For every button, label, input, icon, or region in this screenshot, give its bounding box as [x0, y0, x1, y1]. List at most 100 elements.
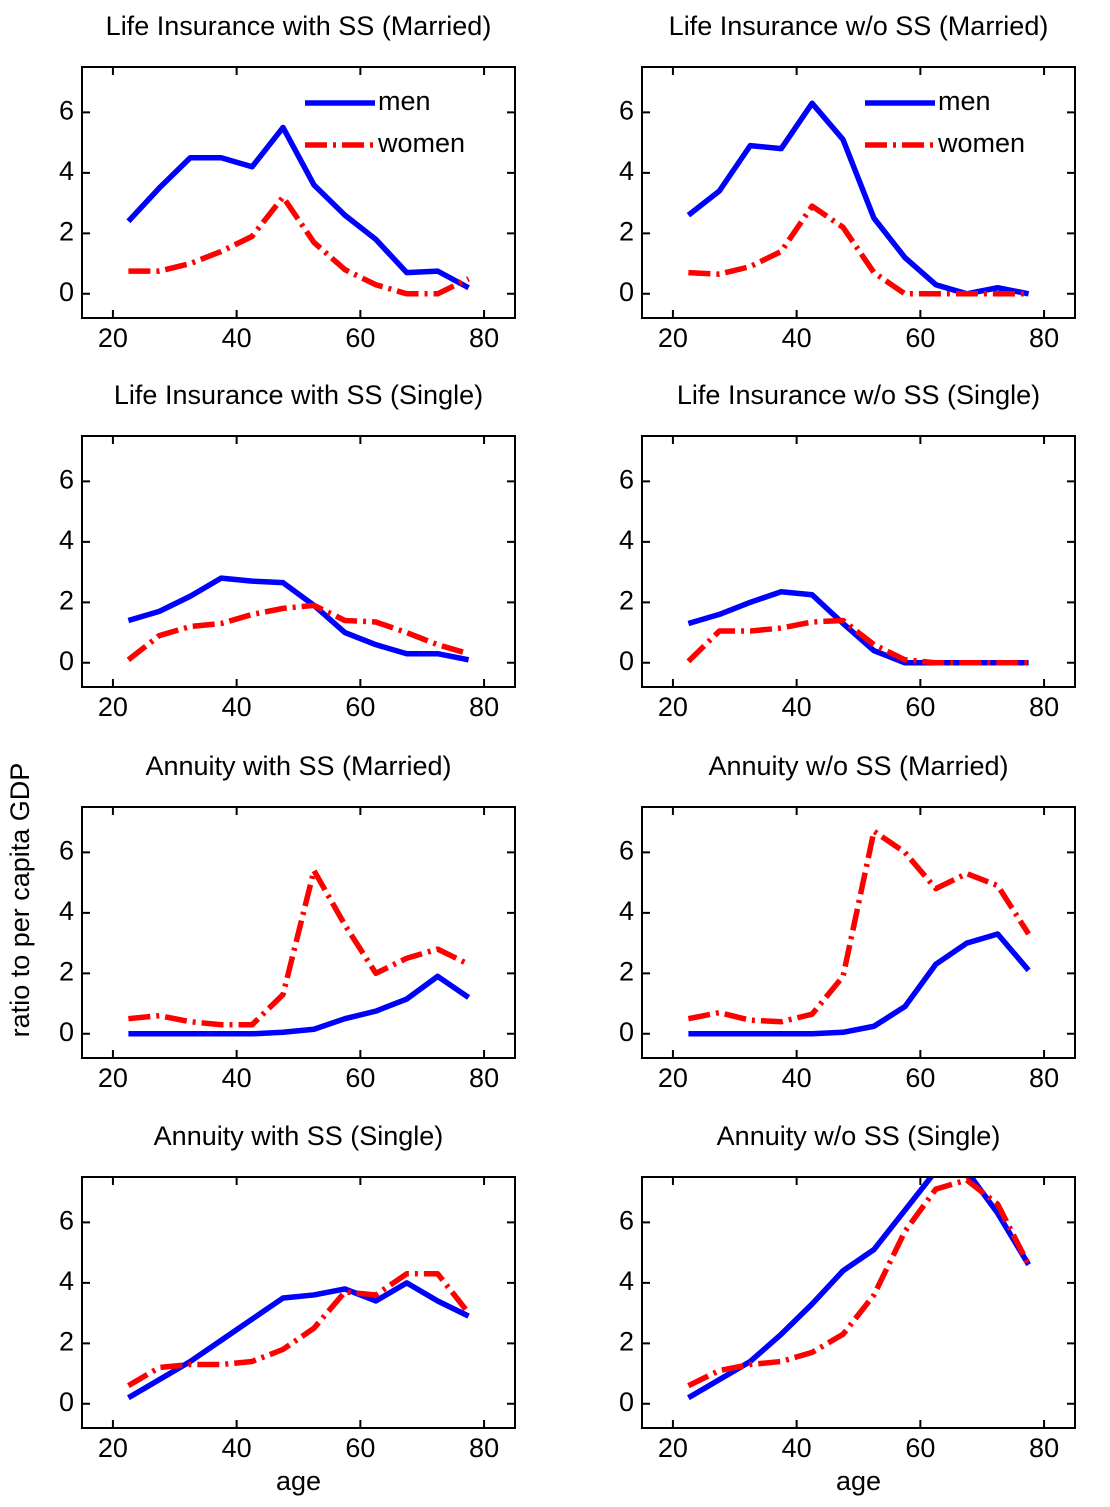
- data-line: [127, 1280, 470, 1401]
- x-tick-label: 60: [905, 692, 935, 722]
- data-line: [126, 602, 470, 662]
- x-tick-label: 40: [782, 692, 812, 722]
- y-tick-label: 6: [59, 95, 74, 125]
- y-tick-label: 6: [619, 1205, 634, 1235]
- x-tick-label: 40: [222, 1433, 252, 1463]
- x-tick-label: 60: [345, 692, 375, 722]
- data-line: [687, 1177, 1031, 1401]
- y-tick-label: 6: [59, 1205, 74, 1235]
- plot-area: [686, 588, 1029, 666]
- chart-title: Life Insurance w/o SS (Single): [677, 380, 1040, 410]
- x-tick-label: 20: [658, 1433, 688, 1463]
- y-tick-label: 2: [619, 585, 634, 615]
- y-tick-label: 6: [59, 464, 74, 494]
- y-tick-label: 4: [59, 1266, 74, 1296]
- plot-area: [128, 867, 471, 1037]
- legend-label: men: [378, 86, 431, 116]
- axes-box: [81, 435, 516, 688]
- x-tick-label: 80: [1029, 692, 1059, 722]
- chart-title: Annuity with SS (Single): [154, 1121, 444, 1151]
- data-line: [687, 1177, 1032, 1389]
- x-axis-label: age: [836, 1466, 881, 1496]
- y-tick-label: 0: [619, 1017, 634, 1047]
- y-tick-label: 0: [619, 277, 634, 307]
- axes-box: [81, 66, 516, 319]
- x-tick-label: 60: [345, 1063, 375, 1093]
- y-tick-label: 2: [619, 956, 634, 986]
- x-tick-label: 80: [469, 1063, 499, 1093]
- x-tick-label: 20: [98, 323, 128, 353]
- plot-area: [687, 1177, 1032, 1401]
- x-tick-label: 40: [782, 1063, 812, 1093]
- y-tick-label: 2: [59, 1326, 74, 1356]
- y-tick-label: 4: [619, 156, 634, 186]
- x-tick-label: 20: [658, 1063, 688, 1093]
- plot-area: [687, 828, 1031, 1037]
- y-tick-label: 6: [619, 464, 634, 494]
- x-tick-label: 60: [905, 323, 935, 353]
- data-line: [128, 973, 471, 1037]
- chart-title: Life Insurance with SS (Single): [114, 380, 483, 410]
- data-line: [126, 124, 470, 291]
- x-tick-label: 40: [782, 1433, 812, 1463]
- data-line: [687, 828, 1031, 1025]
- y-tick-label: 0: [619, 1387, 634, 1417]
- axes-box: [81, 806, 516, 1059]
- x-tick-label: 80: [1029, 1063, 1059, 1093]
- plot-area: [686, 100, 1030, 297]
- x-tick-label: 80: [469, 323, 499, 353]
- x-tick-label: 80: [1029, 1433, 1059, 1463]
- x-axis-label: age: [276, 1466, 321, 1496]
- y-tick-label: 4: [59, 896, 74, 926]
- chart-title: Life Insurance w/o SS (Married): [669, 11, 1049, 41]
- y-axis-label: ratio to per capita GDP: [5, 763, 35, 1038]
- chart-title: Annuity w/o SS (Married): [708, 751, 1008, 781]
- y-tick-label: 4: [59, 525, 74, 555]
- y-tick-label: 4: [59, 156, 74, 186]
- plot-area: [126, 575, 470, 663]
- data-line: [688, 931, 1031, 1037]
- y-tick-label: 2: [619, 216, 634, 246]
- data-line: [128, 194, 470, 297]
- x-tick-label: 20: [98, 692, 128, 722]
- x-tick-label: 60: [345, 1433, 375, 1463]
- y-tick-label: 0: [619, 646, 634, 676]
- x-tick-label: 20: [658, 692, 688, 722]
- x-tick-label: 40: [222, 692, 252, 722]
- plot-area: [127, 1271, 471, 1401]
- axes-box: [81, 1176, 516, 1429]
- data-line: [127, 575, 470, 663]
- x-tick-label: 60: [905, 1063, 935, 1093]
- data-line: [687, 588, 1029, 666]
- data-line: [688, 203, 1029, 297]
- x-tick-label: 20: [658, 323, 688, 353]
- y-tick-label: 6: [59, 835, 74, 865]
- plot-area: [126, 124, 470, 297]
- axes-box: [641, 806, 1076, 1059]
- x-tick-label: 60: [345, 323, 375, 353]
- x-tick-label: 40: [222, 323, 252, 353]
- chart-title: Annuity with SS (Married): [145, 751, 451, 781]
- y-tick-label: 2: [59, 216, 74, 246]
- y-tick-label: 2: [59, 585, 74, 615]
- chart-title: Annuity w/o SS (Single): [717, 1121, 1001, 1151]
- axes-box: [641, 66, 1076, 319]
- x-tick-label: 40: [782, 323, 812, 353]
- y-tick-label: 0: [59, 277, 74, 307]
- x-tick-label: 40: [222, 1063, 252, 1093]
- axes-box: [641, 435, 1076, 688]
- legend-label: women: [937, 128, 1025, 158]
- y-tick-label: 4: [619, 525, 634, 555]
- y-tick-label: 4: [619, 896, 634, 926]
- y-tick-label: 2: [59, 956, 74, 986]
- y-tick-label: 4: [619, 1266, 634, 1296]
- y-tick-label: 6: [619, 835, 634, 865]
- y-tick-label: 0: [59, 1387, 74, 1417]
- x-tick-label: 60: [905, 1433, 935, 1463]
- x-tick-label: 80: [469, 692, 499, 722]
- x-tick-label: 80: [1029, 323, 1059, 353]
- x-tick-label: 20: [98, 1433, 128, 1463]
- y-tick-label: 6: [619, 95, 634, 125]
